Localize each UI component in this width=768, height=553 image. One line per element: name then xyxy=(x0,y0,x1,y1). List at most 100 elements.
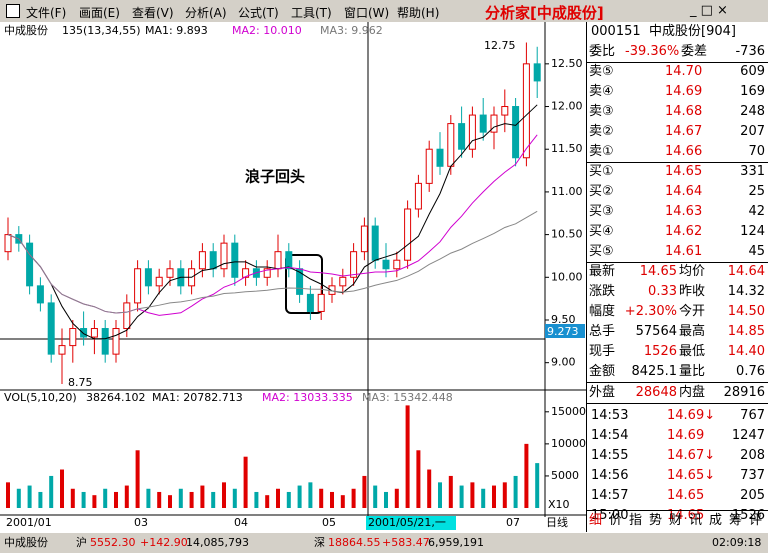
date: 05 xyxy=(322,516,336,529)
volume: 205 xyxy=(740,488,765,503)
candle-body xyxy=(166,268,174,278)
label: 委差 xyxy=(681,44,708,59)
candle-body xyxy=(69,328,77,347)
candle-body xyxy=(479,114,487,133)
panel-tab[interactable]: 财 xyxy=(669,513,683,528)
highlight-box xyxy=(285,254,323,314)
volume-bar xyxy=(178,488,183,508)
y-tick-label: 10.50 xyxy=(551,228,583,241)
volume-bar xyxy=(330,491,334,508)
volume-bar xyxy=(124,485,129,508)
ma-line xyxy=(7,210,538,314)
candle-body xyxy=(26,242,34,287)
volume-bar xyxy=(254,491,259,508)
candle-body xyxy=(242,268,250,278)
label: 买① xyxy=(589,164,614,179)
label: 最低 xyxy=(679,344,706,359)
menu-item[interactable]: 工具(T) xyxy=(291,6,332,20)
y-tick-label: 11.00 xyxy=(551,185,583,198)
price: 14.63 xyxy=(665,204,703,219)
value: 28648 xyxy=(635,385,677,400)
vol-header: VOL(5,10,20) xyxy=(4,391,77,404)
time: 14:54 xyxy=(591,428,629,443)
panel-row: 外盘 28648 内盘 28916 xyxy=(587,382,768,404)
panel-tab[interactable]: 指 xyxy=(629,513,643,528)
volume-bar xyxy=(211,491,216,508)
volume-bar xyxy=(492,485,496,508)
label: 买⑤ xyxy=(589,244,614,259)
date: 04 xyxy=(234,516,248,529)
candle-body xyxy=(274,251,282,270)
ma3: MA3: 9.962 xyxy=(320,24,383,37)
status-bar: 中成股份 沪 5552.30 +142.90 14,085,793 深 1886… xyxy=(0,533,768,553)
sz-label: 深 xyxy=(314,536,325,549)
candle-body xyxy=(220,242,228,270)
label: 总手 xyxy=(589,324,616,339)
label: 卖④ xyxy=(589,84,614,99)
candle-body xyxy=(285,251,293,270)
panel-tab[interactable]: 讯 xyxy=(689,513,703,528)
volume-bar xyxy=(524,443,529,508)
menu-item[interactable]: 文件(F) xyxy=(26,6,67,20)
chart: 9.273 中成股份 135(13,34,55) MA1: 9.893 MA2:… xyxy=(0,22,586,533)
value: -736 xyxy=(735,44,765,59)
y-tick-label: 10000 xyxy=(551,437,586,450)
panel-tab[interactable]: 评 xyxy=(749,513,763,528)
candle-body xyxy=(112,328,120,355)
candle-body xyxy=(80,328,88,338)
panel-row: 买② 14.64 25 xyxy=(587,182,768,202)
value: 0.76 xyxy=(736,364,765,379)
candle-body xyxy=(339,276,347,287)
candle-body xyxy=(371,225,379,261)
candle-body xyxy=(209,251,217,270)
panel-row: 委比 -39.36% 委差 -736 xyxy=(587,42,768,63)
panel-tab[interactable]: 成 xyxy=(709,513,723,528)
label: 涨跌 xyxy=(589,284,616,299)
label: 买③ xyxy=(589,204,614,219)
menu-item[interactable]: 查看(V) xyxy=(132,6,174,20)
volume-bar xyxy=(351,488,356,508)
y-tick-label: 10.00 xyxy=(551,270,583,283)
menu-item[interactable]: 帮助(H) xyxy=(397,6,440,20)
date-box xyxy=(366,516,456,530)
volume-bar xyxy=(38,491,43,508)
candle-body xyxy=(458,123,466,150)
candle-body xyxy=(36,285,44,304)
panel-tab[interactable]: 势 xyxy=(649,513,663,528)
window-buttons[interactable]: _ □ × xyxy=(690,3,728,18)
volume-bar xyxy=(394,488,399,508)
menu-item[interactable]: 画面(E) xyxy=(79,6,120,20)
candle-body xyxy=(512,106,520,159)
volume-bar xyxy=(157,491,162,508)
quote-panel: 000151 中成股份[904] 委比 -39.36% 委差 -736 卖⑤ 14.70 609… xyxy=(586,22,768,532)
menu-item[interactable]: 窗口(W) xyxy=(344,6,390,20)
price: 14.65 xyxy=(665,164,703,179)
panel-tab[interactable]: 筹 xyxy=(729,513,743,528)
volume: 45 xyxy=(748,244,765,259)
menu-item[interactable]: 分析(A) xyxy=(185,6,227,20)
time: 14:57 xyxy=(591,488,629,503)
menu-item[interactable]: 公式(T) xyxy=(238,6,279,20)
candle-body xyxy=(414,182,422,210)
volume: 737 xyxy=(740,468,765,483)
label: 均价 xyxy=(679,264,706,279)
volume-bar xyxy=(222,482,226,508)
volume: 331 xyxy=(740,164,765,179)
volume-bar xyxy=(168,495,172,508)
panel-tab[interactable]: 价 xyxy=(609,513,623,528)
volume-bar xyxy=(81,491,86,508)
candle-body xyxy=(468,114,476,150)
panel-tab[interactable]: 细 xyxy=(589,513,603,528)
volume-bar xyxy=(70,488,75,508)
candle-body xyxy=(425,148,433,184)
low-label: 8.75 xyxy=(68,376,93,389)
cursor-box xyxy=(545,324,585,338)
panel-row: 卖③ 14.68 248 xyxy=(587,102,768,122)
candle-body xyxy=(306,293,314,312)
panel-row: 14:53 14.69↓ 767 xyxy=(587,406,768,426)
panel-row: 最新 14.65 均价 14.64 xyxy=(587,262,768,282)
label: 委比 xyxy=(589,44,616,59)
date: 2001/05/21,一 xyxy=(368,516,446,529)
tab[interactable]: 中成股份 xyxy=(4,536,48,549)
